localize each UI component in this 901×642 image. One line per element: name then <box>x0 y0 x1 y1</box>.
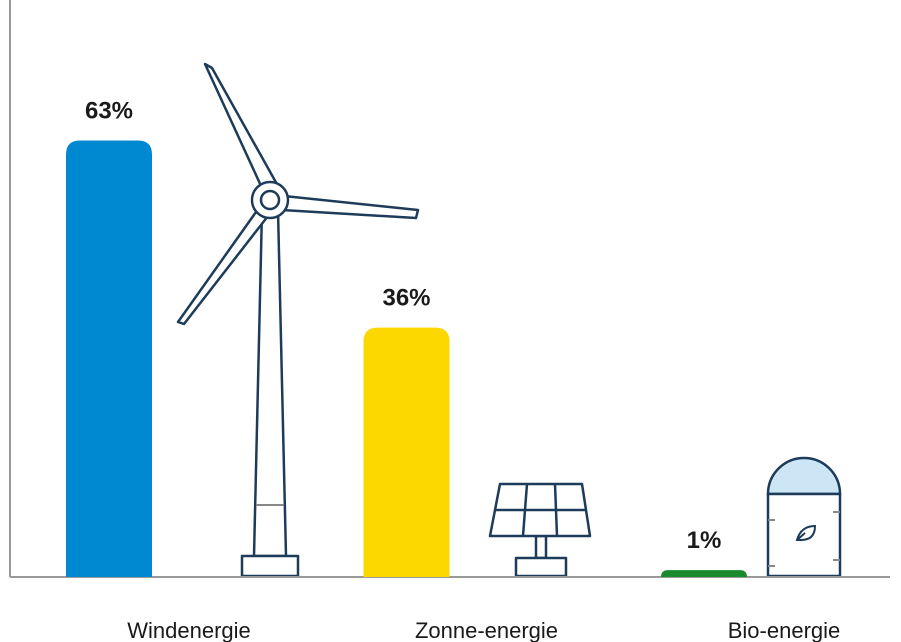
bar <box>66 140 152 577</box>
value-label: 63% <box>85 98 133 125</box>
value-label: 1% <box>687 527 722 554</box>
solar-panel-icon <box>488 482 592 578</box>
value-label: 36% <box>382 285 430 312</box>
bar <box>661 570 747 577</box>
illustrations <box>176 62 842 578</box>
silo-icon <box>766 456 842 578</box>
wind-turbine-icon <box>176 62 420 578</box>
x-tick-label: Zonne-energie <box>415 618 558 642</box>
bar <box>363 327 450 577</box>
x-tick-label: Windenergie <box>127 618 251 642</box>
x-tick-label: Bio-energie <box>728 618 841 642</box>
